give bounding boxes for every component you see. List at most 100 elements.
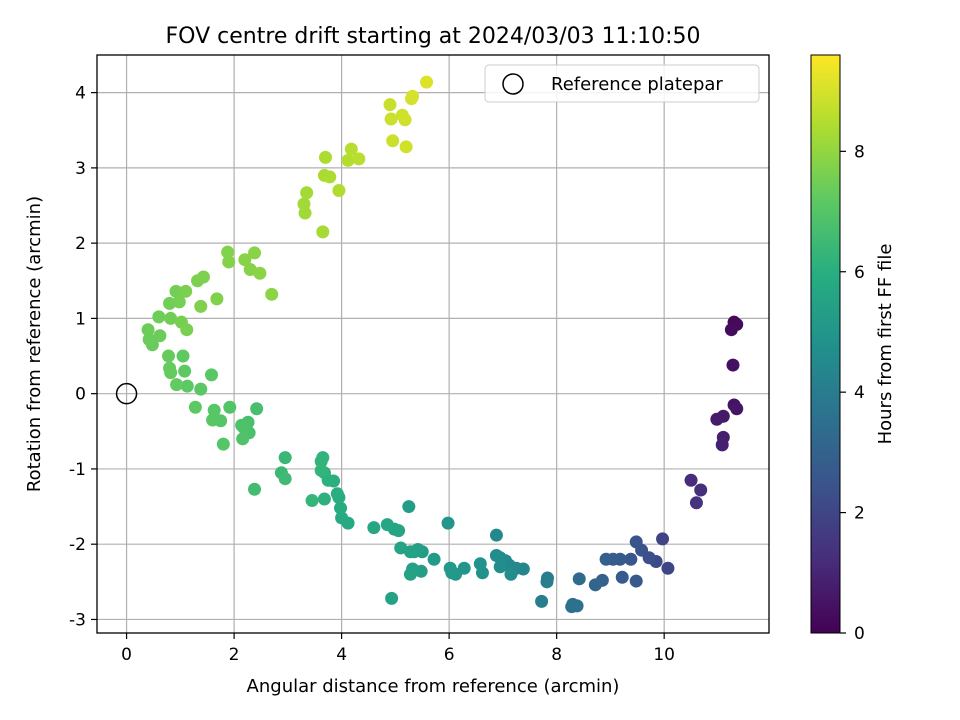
x-ticks: 0 2 4 6 8 10 [121,633,675,665]
data-point [172,295,186,309]
data-point [223,400,237,414]
chart-title: FOV centre drift starting at 2024/03/03 … [166,24,701,49]
colorbar-label: Hours from first FF file [875,244,896,445]
data-point [221,245,235,259]
data-point [394,541,408,555]
data-point [398,113,412,127]
y-tick-label: 4 [75,84,86,104]
y-ticks: -3 -2 -1 0 1 2 3 4 [69,84,97,630]
data-point [715,438,729,452]
data-point [316,225,330,239]
data-point [169,284,183,298]
data-point [599,552,613,566]
data-point [163,296,177,310]
data-point [402,500,416,514]
colorbar-ticks: 0 2 4 6 8 [840,142,865,644]
data-point [565,600,579,614]
colorbar-tick-label: 6 [854,263,865,283]
data-point [153,329,167,343]
data-point [441,516,455,530]
data-point [179,284,193,298]
data-point [352,152,366,166]
x-tick-label: 10 [653,645,675,665]
data-point [406,89,420,103]
data-point [332,183,346,197]
data-point [493,560,507,574]
y-tick-label: -3 [69,610,86,630]
data-point [383,98,397,112]
data-point [300,186,314,200]
x-tick-label: 0 [121,645,132,665]
data-point [341,153,355,167]
data-point [265,287,279,301]
data-point [380,518,394,532]
y-tick-label: 0 [75,385,86,405]
data-point [588,578,602,592]
data-point [248,246,262,260]
colorbar: 0 2 4 6 8 Hours from first FF file [810,54,896,644]
x-tick-label: 4 [336,645,347,665]
data-point [386,134,400,148]
data-point [726,358,740,372]
data-point [194,382,208,396]
data-point [180,323,194,337]
data-point [206,413,220,427]
data-point [403,567,417,581]
data-point [278,451,292,465]
data-point [222,255,236,269]
y-tick-label: 1 [75,309,86,329]
plot-frame [96,54,770,634]
data-point [504,567,518,581]
data-point [661,561,675,575]
data-point [141,323,155,337]
colorbar-tick-label: 2 [854,504,865,524]
reference-marker [115,382,138,405]
data-point [427,552,441,566]
colorbar-tick-label: 8 [854,142,865,162]
data-point [367,521,381,535]
data-point [188,400,202,414]
data-point [384,112,398,126]
data-point [278,472,292,486]
data-point [330,487,344,501]
legend: Reference platepar [484,64,760,103]
colorbar-tick-label: 0 [854,624,865,644]
legend-label: Reference platepar [551,74,723,95]
data-point [318,150,332,164]
data-point [298,206,312,220]
data-point [615,570,629,584]
x-tick-label: 2 [229,645,240,665]
data-point [210,292,224,306]
data-point [164,311,178,325]
data-point [656,532,670,546]
legend-box [484,64,760,103]
data-point [216,437,230,451]
y-axis-label: Rotation from reference (arcmin) [24,196,45,492]
data-point [305,494,319,508]
data-point [176,349,190,363]
data-point [572,572,586,586]
data-point [334,501,348,515]
colorbar-gradient [810,54,841,634]
data-point [540,575,554,589]
x-tick-label: 8 [551,645,562,665]
data-point [420,75,434,89]
data-point [629,574,643,588]
grid-lines [97,55,769,633]
data-point [335,511,349,525]
data-point [399,140,413,154]
x-tick-label: 6 [444,645,455,665]
x-axis-label: Angular distance from reference (arcmin) [247,676,620,697]
data-point [724,323,738,337]
data-point [253,266,267,280]
data-point [248,482,262,496]
data-point [142,332,156,346]
data-point [316,451,330,465]
data-point [323,170,337,184]
data-point [207,403,221,417]
data-point [163,361,177,375]
data-point [730,402,744,416]
data-point [535,594,549,608]
data-point [250,402,264,416]
